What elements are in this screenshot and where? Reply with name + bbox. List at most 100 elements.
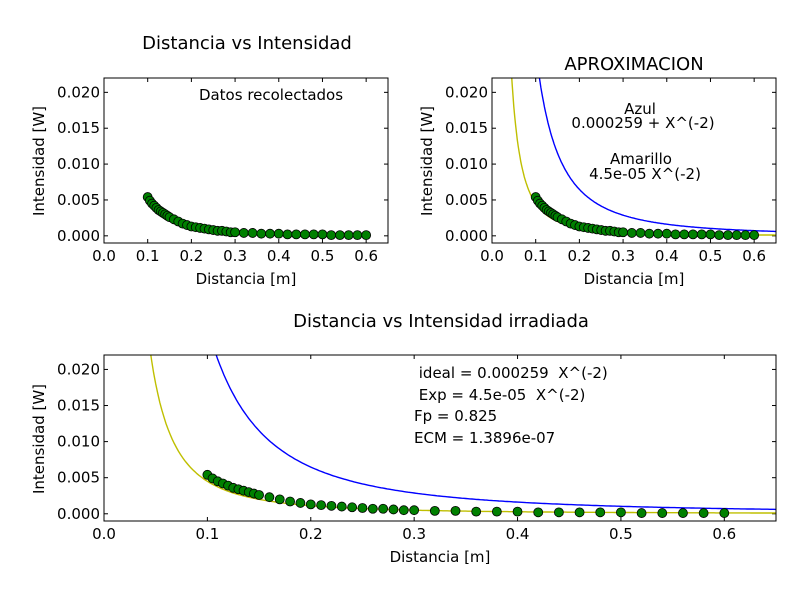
data-point	[616, 507, 626, 518]
x-tick-label: 0.2	[567, 247, 591, 265]
data-point	[317, 229, 328, 240]
data-point	[653, 228, 663, 239]
x-tick-label: 0.4	[267, 247, 291, 265]
data-point	[367, 503, 378, 514]
annotation-exp: Exp = 4.5e-05 X^(-2)	[414, 386, 585, 404]
y-tick-label: 0.000	[57, 227, 100, 245]
y-tick-label: 0.015	[57, 397, 100, 415]
y-tick-label: 0.010	[57, 155, 100, 173]
annotation-ideal: ideal = 0.000259 X^(-2)	[414, 364, 608, 382]
data-point	[388, 504, 399, 515]
data-point	[696, 229, 707, 240]
data-point	[264, 492, 275, 503]
x-tick-label: 0.6	[354, 247, 378, 265]
data-point	[491, 506, 502, 517]
y-tick-label: 0.005	[57, 191, 100, 209]
plot-area	[511, 78, 776, 241]
data-point	[731, 230, 742, 241]
plot-area	[150, 355, 776, 518]
y-axis-label: Intensidad [W]	[30, 384, 48, 494]
data-point	[398, 505, 409, 516]
annotation-yellow-formula: 4.5e-05 X^(-2)	[589, 165, 701, 183]
data-point	[533, 507, 544, 518]
data-point	[595, 507, 606, 518]
data-point	[688, 229, 698, 240]
axes-frame	[103, 77, 389, 244]
x-tick-label: 0.4	[655, 247, 679, 265]
x-tick-label: 0.0	[92, 525, 116, 543]
annotation-blue-name: Azul	[624, 100, 656, 118]
data-point	[678, 508, 688, 518]
annotation-collected-data: Datos recolectados	[199, 86, 343, 104]
annotation-ecm: ECM = 1.3896e-07	[414, 429, 555, 447]
data-point	[361, 230, 372, 241]
data-point	[450, 505, 461, 516]
x-tick-label: 0.2	[299, 525, 323, 543]
data-point	[300, 229, 310, 240]
y-axis-label: Intensidad [W]	[418, 106, 436, 216]
data-point	[698, 508, 709, 518]
chart-title: APROXIMACION	[564, 54, 703, 75]
x-tick-label: 0.1	[136, 247, 160, 265]
annotation-blue-formula: 0.000259 + X^(-2)	[571, 114, 714, 132]
data-point	[644, 228, 655, 239]
data-point	[305, 499, 316, 510]
data-point	[429, 505, 440, 516]
data-point	[326, 230, 337, 241]
data-point	[670, 229, 681, 240]
x-tick-label: 0.5	[311, 247, 335, 265]
x-tick-label: 0.2	[179, 247, 203, 265]
data-point	[230, 227, 240, 238]
y-tick-label: 0.015	[57, 119, 100, 137]
y-tick-label: 0.005	[445, 191, 488, 209]
data-point	[679, 229, 690, 240]
data-point	[274, 494, 285, 505]
annotation-fp: Fp = 0.825	[414, 407, 497, 425]
y-tick-label: 0.020	[445, 83, 488, 101]
data-point	[657, 508, 668, 518]
data-point	[512, 506, 523, 517]
data-point	[661, 228, 672, 239]
chart-title: Distancia vs Intensidad irradiada	[293, 311, 589, 332]
data-point	[740, 230, 751, 241]
data-point	[343, 230, 354, 241]
x-tick-label: 0.6	[742, 247, 766, 265]
data-point	[308, 229, 319, 240]
x-axis-label: Distancia [m]	[196, 270, 297, 288]
data-point	[553, 507, 564, 518]
data-point	[357, 503, 368, 513]
x-tick-label: 0.4	[506, 525, 530, 543]
x-tick-label: 0.5	[609, 525, 633, 543]
x-tick-label: 0.1	[524, 247, 548, 265]
chart-approximation: APROXIMACION Distancia [m] Intensidad [W…	[418, 54, 777, 288]
axes-frame	[491, 77, 777, 244]
y-axis-label: Intensidad [W]	[30, 106, 48, 216]
x-tick-label: 0.3	[223, 247, 247, 265]
x-tick-label: 0.3	[402, 525, 426, 543]
data-point	[574, 507, 585, 518]
x-axis-label: Distancia [m]	[584, 270, 685, 288]
data-point	[295, 498, 306, 508]
data-point	[256, 228, 267, 239]
data-point	[291, 229, 302, 240]
data-point	[336, 501, 347, 512]
data-point	[719, 508, 730, 518]
data-point	[378, 503, 389, 514]
curve-blue	[538, 78, 776, 233]
data-point	[749, 230, 760, 241]
data-point	[254, 490, 264, 500]
data-point	[705, 229, 716, 240]
data-point	[409, 505, 420, 516]
curve-yellow	[150, 355, 776, 514]
data-point	[471, 506, 482, 517]
y-tick-label: 0.015	[445, 119, 488, 137]
data-point	[316, 500, 327, 511]
x-tick-label: 0.3	[611, 247, 635, 265]
x-tick-label: 0.5	[699, 247, 723, 265]
data-point	[636, 508, 647, 518]
data-point	[238, 228, 249, 238]
data-point	[265, 228, 275, 239]
curve-blue	[215, 355, 776, 511]
